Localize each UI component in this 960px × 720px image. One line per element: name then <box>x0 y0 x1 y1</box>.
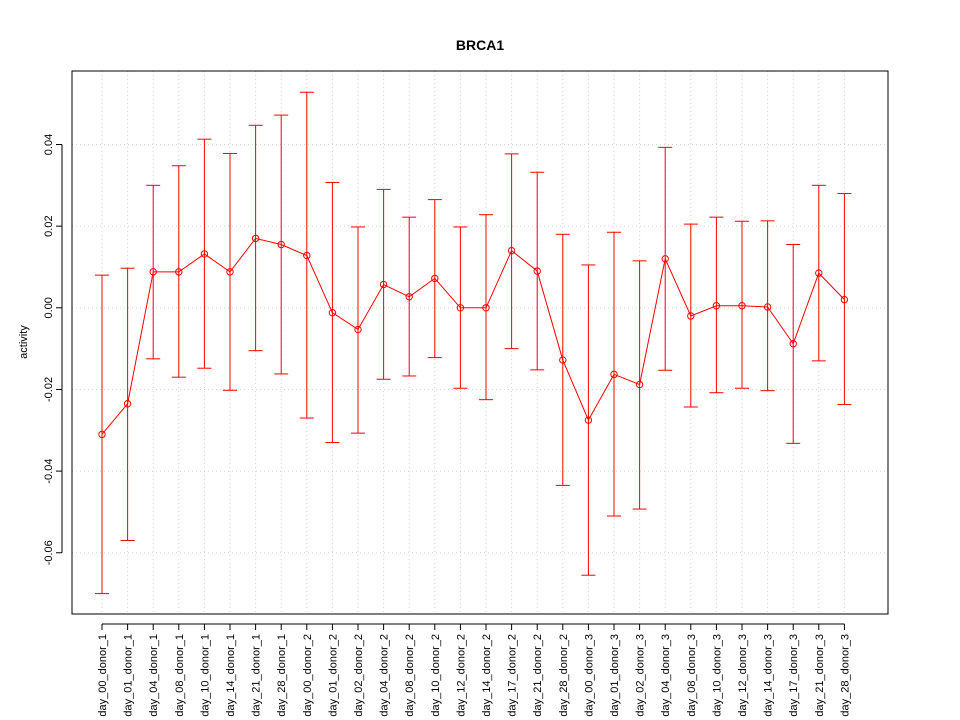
x-tick-label: day_04_donor_1 <box>148 634 160 717</box>
data-point <box>379 280 388 289</box>
data-point <box>815 269 823 277</box>
x-tick-label: day_21_donor_2 <box>532 634 544 717</box>
x-tick-label: day_01_donor_3 <box>609 634 621 717</box>
x-tick-label: day_02_donor_2 <box>353 634 365 717</box>
data-point <box>123 400 132 408</box>
x-tick-label: day_14_donor_2 <box>481 634 493 717</box>
x-tick-label: day_17_donor_3 <box>788 634 800 717</box>
x-tick-label: day_12_donor_2 <box>455 634 467 717</box>
data-point <box>533 267 541 275</box>
axis-layer: -0.06 -0.04 -0.02 0.00 0.02 0.04 day_00_donor_… <box>43 134 851 717</box>
x-tick-label: day_00_donor_3 <box>583 634 595 717</box>
data-point <box>431 274 439 283</box>
data-point <box>584 416 593 424</box>
plot-frame <box>71 70 889 615</box>
grid-layer <box>72 71 888 614</box>
data-point <box>251 234 260 243</box>
x-tick-label: day_08_donor_3 <box>686 634 698 717</box>
data-point <box>661 255 669 263</box>
x-tick-label: day_10_donor_1 <box>199 634 211 717</box>
data-point <box>354 325 362 334</box>
data-point <box>175 268 183 276</box>
data-point <box>328 308 337 317</box>
x-tick-label: day_10_donor_2 <box>430 634 442 717</box>
x-tick-label: day_21_donor_1 <box>251 634 263 717</box>
chart-title: BRCA1 <box>456 37 504 53</box>
y-tick-label: -0.02 <box>43 377 55 402</box>
data-point <box>687 312 695 320</box>
data-point <box>840 295 849 304</box>
data-point <box>789 340 797 348</box>
data-point <box>226 268 234 276</box>
x-tick-label: day_28_donor_2 <box>558 634 570 717</box>
data-point <box>482 304 490 312</box>
data-point <box>738 302 746 310</box>
x-tick-label: day_08_donor_1 <box>174 634 186 717</box>
data-point <box>200 250 209 258</box>
x-tick-label: day_21_donor_3 <box>814 634 826 717</box>
y-tick-label: -0.04 <box>43 459 55 484</box>
x-tick-label: day_04_donor_3 <box>660 634 672 717</box>
x-tick-label: day_28_donor_1 <box>276 634 288 717</box>
data-point <box>277 240 285 249</box>
x-tick-label: day_02_donor_3 <box>635 634 647 717</box>
series-line <box>101 237 845 435</box>
x-tick-label: day_00_donor_2 <box>302 634 314 717</box>
data-point <box>405 293 413 301</box>
data-point <box>149 268 157 276</box>
x-tick-label: day_14_donor_3 <box>763 634 775 717</box>
y-tick-label: 0.00 <box>43 297 55 318</box>
data-point <box>98 430 106 439</box>
x-tick-label: day_28_donor_3 <box>839 634 851 717</box>
x-tick-label: day_01_donor_2 <box>327 634 339 717</box>
x-tick-label: day_08_donor_2 <box>404 634 416 717</box>
x-tick-label: day_04_donor_2 <box>379 634 391 717</box>
y-tick-label: 0.02 <box>43 215 55 236</box>
x-tick-label: day_00_donor_1 <box>97 634 109 717</box>
data-point <box>559 356 567 364</box>
x-tick-label: day_12_donor_3 <box>737 634 749 717</box>
data-point <box>635 380 644 389</box>
data-point <box>456 304 465 312</box>
y-tick-label: -0.06 <box>43 540 55 565</box>
data-point <box>610 370 618 379</box>
data-point <box>303 251 311 260</box>
x-tick-label: day_17_donor_2 <box>507 634 519 717</box>
data-point <box>712 302 721 310</box>
x-tick-label: day_10_donor_3 <box>711 634 723 717</box>
data-point <box>763 303 772 311</box>
series-layer <box>95 91 852 595</box>
x-tick-label: day_01_donor_1 <box>123 634 135 717</box>
y-axis-label: activity <box>18 325 30 359</box>
x-tick-label: day_14_donor_1 <box>225 634 237 717</box>
y-tick-label: 0.04 <box>43 134 55 155</box>
data-point <box>507 246 516 255</box>
